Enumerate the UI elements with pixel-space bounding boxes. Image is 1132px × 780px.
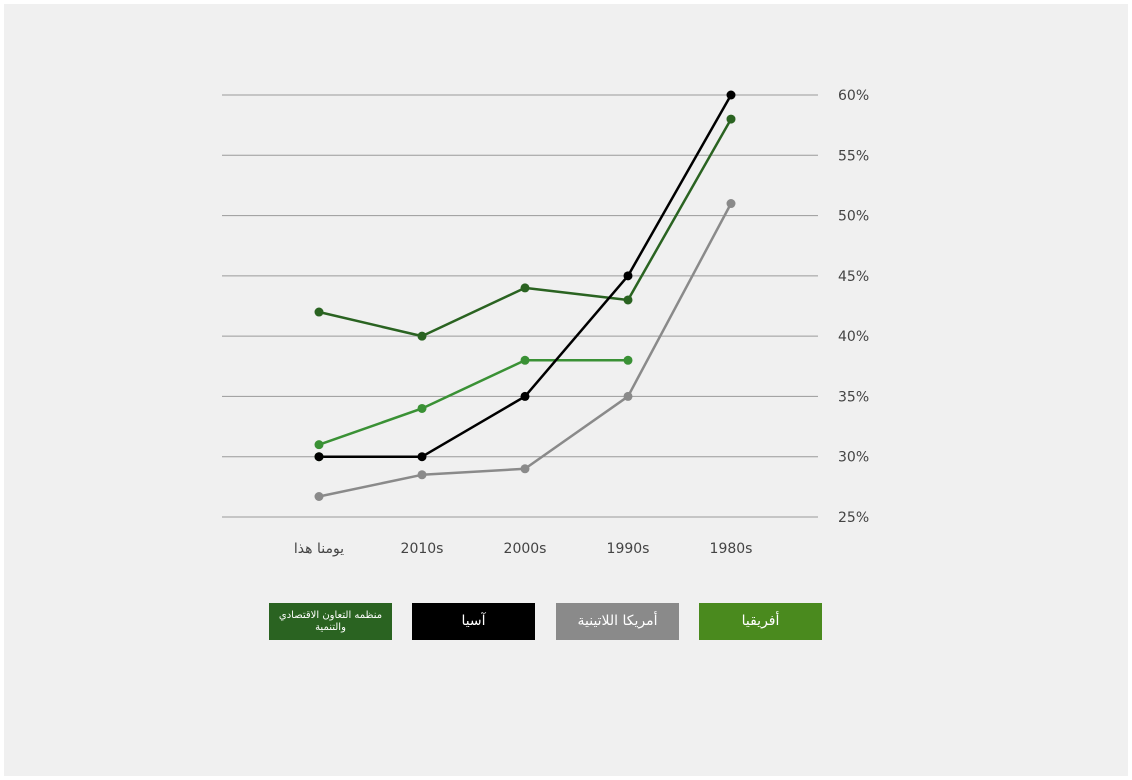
data-point [520, 391, 530, 401]
x-tick-label: 2010s [401, 541, 444, 557]
series-line [318, 118, 733, 338]
y-tick-label: 50% [838, 209, 869, 225]
chart-panel [4, 4, 1128, 776]
x-axis-labels: يومنا هذا 2010s 2000s 1990s 1980s [294, 541, 753, 557]
data-point [623, 271, 633, 281]
x-tick-label: يومنا هذا [294, 541, 344, 557]
y-tick-label: 45% [838, 269, 869, 285]
y-tick-label: 25% [838, 510, 869, 526]
legend-label-asia: آسيا [461, 612, 486, 629]
y-tick-label: 55% [838, 148, 869, 164]
data-point [314, 440, 324, 450]
y-tick-label: 40% [838, 329, 869, 345]
y-tick-label: 35% [838, 389, 869, 405]
y-tick-label: 60% [838, 88, 869, 104]
data-point [520, 355, 530, 365]
data-point [417, 452, 427, 462]
data-point [726, 199, 736, 209]
data-point [314, 492, 324, 502]
data-point [520, 464, 530, 474]
legend-item-oecd: منظمه التعاون الاقتصادي والتنمية [269, 603, 392, 640]
data-point [623, 295, 633, 305]
y-tick-label: 30% [838, 450, 869, 466]
data-point [417, 403, 427, 413]
data-point [314, 452, 324, 462]
x-tick-label: 2000s [504, 541, 547, 557]
x-tick-label: 1990s [607, 541, 650, 557]
data-point [726, 114, 736, 124]
legend-label-africa: أفريقيا [741, 612, 780, 629]
data-point [623, 355, 633, 365]
legend-label-latin-america: أمريكا اللاتينية [577, 612, 658, 629]
x-tick-label: 1980s [710, 541, 753, 557]
legend-item-asia: آسيا [412, 603, 535, 640]
data-point [623, 391, 633, 401]
y-axis-labels: 60% 55% 50% 45% 40% 35% 30% 25% [838, 88, 869, 526]
legend-item-africa: أفريقيا [699, 603, 822, 640]
legend-label-oecd: منظمه التعاون الاقتصادي والتنمية [278, 610, 383, 633]
gridlines [222, 94, 818, 518]
series-line [318, 202, 733, 498]
data-point [417, 331, 427, 341]
legend-item-latin-america: أمريكا اللاتينية [556, 603, 679, 640]
data-point [417, 470, 427, 480]
series-line [318, 359, 628, 446]
data-point [726, 90, 736, 100]
data-point [520, 283, 530, 293]
data-point [314, 307, 324, 317]
series-points [314, 90, 736, 502]
